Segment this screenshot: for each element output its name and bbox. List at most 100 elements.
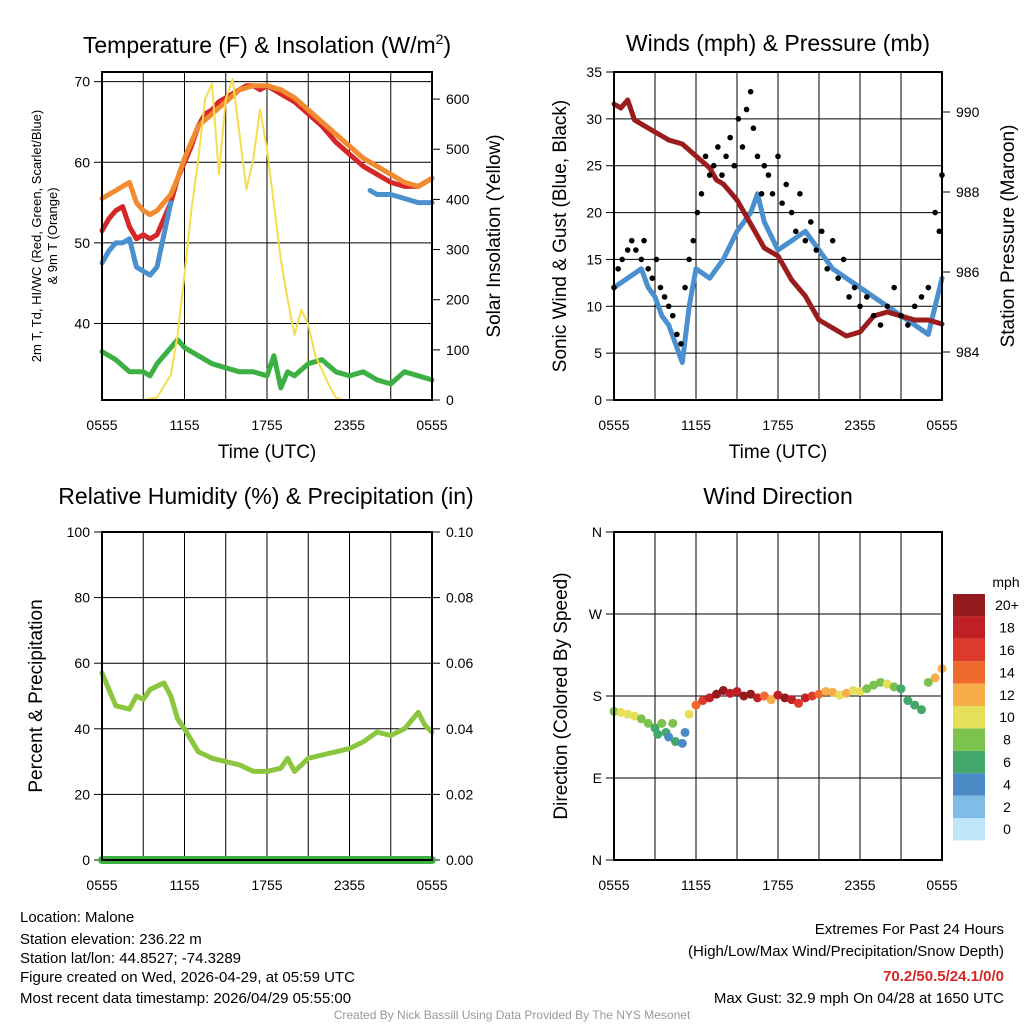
plot-frame [101,71,433,401]
y-right-tick-label: 500 [446,141,470,157]
gust-point [905,322,911,328]
direction-point [677,738,687,748]
y-tick-label: 35 [586,64,602,80]
temp-y-label-1: 2m T, Td, HI/WC (Red, Green, Scarlet/Blu… [29,110,44,362]
series-line-2m-td [99,337,435,391]
direction-point [680,727,690,737]
direction-point [664,732,674,742]
x-tick-label: 0555 [86,877,117,893]
direction-point [718,686,728,696]
x-tick-label: 0555 [598,877,629,893]
direction-point [780,693,790,703]
series-line-hi-wc-late- [367,188,435,206]
gust-point [747,88,754,95]
gust-point [694,209,701,216]
y-tick-label: 40 [74,315,90,331]
x-tick-label: 1155 [681,877,711,893]
gust-point [674,331,680,338]
gust-point [792,228,799,235]
colorbar-label: 18 [999,620,1015,636]
series-line-sonic-wind [611,191,945,365]
y-right-tick-label: 0.10 [446,524,473,540]
speed-colorbar: mph 0 2 4 6 8 10 12 14 16 18 20+ [953,574,1020,841]
gust-point [775,153,781,160]
direction-point [643,718,653,728]
gust-point [727,134,733,141]
gust-point [682,284,688,291]
direction-point [732,686,742,696]
gust-point [750,125,757,132]
gust-point [731,162,738,169]
y-tick-label: 5 [594,345,602,361]
extremes-title: Extremes For Past 24 Hours [815,921,1004,938]
y-tick-label: 40 [74,721,90,737]
wind-y-label: Sonic Wind & Gust (Blue, Black) [550,100,571,372]
y-tick-label: 10 [586,298,602,314]
colorbar-swatch [953,706,985,729]
colorbar-label: 2 [1003,799,1011,815]
x-tick-label: 2355 [334,417,365,433]
direction-point [848,686,858,696]
gust-point [857,303,863,310]
direction-point [910,700,920,710]
direction-point [869,680,879,690]
direction-panel: 0555 1155 1755 2355 0555 N E S W N [589,524,958,893]
direction-point [753,693,762,703]
gust-point [739,144,746,150]
x-tick-label: 1155 [681,417,711,433]
direction-point [917,705,926,715]
direction-y-label: Direction (Colored By Speed) [551,572,572,819]
y-tick-label: 15 [586,251,602,267]
colorbar-swatch [953,683,985,706]
colorbar-label: 0 [1003,821,1011,837]
colorbar-swatch [953,661,985,684]
y-right-tick-label: 984 [956,344,980,360]
gust-point [779,200,785,206]
gust-point [628,237,635,244]
y-tick-label: 80 [74,590,90,606]
gust-point [686,256,692,263]
y-right-tick-label: 0.04 [446,721,473,737]
colorbar-swatch [953,773,985,796]
colorbar-swatch [953,616,985,639]
temperature-panel: 0555 1155 1755 2355 0555 40 50 60 70 0 100 200 300 40… [74,71,470,433]
series-line-relative-humidity [99,670,435,774]
gust-point [669,312,676,319]
gust-point [877,322,884,328]
gust-point [846,294,852,300]
direction-panel-title: Wind Direction [703,483,853,509]
gust-point [925,284,932,291]
humidity-panel: 0555 1155 1755 2355 0555 0 20 40 60 80 100 0.00 0.02… [67,524,474,893]
direction-point [828,687,838,697]
gust-point [645,266,651,272]
plot-frame [613,531,943,861]
gust-point [835,275,841,281]
direction-point [766,695,776,705]
y-tick-label: 50 [74,235,90,251]
y-right-tick-label: 0.08 [446,590,473,606]
x-tick-label: 0555 [926,877,957,893]
direction-point [759,691,769,701]
gust-point [735,116,742,122]
gust-point [678,340,684,347]
y-right-tick-label: 0.02 [446,786,473,802]
direction-point [821,686,831,696]
temp-y-right-label: Solar Insolation (Yellow) [484,134,505,337]
direction-point [636,714,646,724]
direction-point [630,711,639,721]
series-line-9m-t [99,83,435,218]
x-tick-label: 1755 [251,877,282,893]
gust-point [698,191,705,197]
y-right-tick-label: 0 [446,392,454,408]
direction-point [616,707,626,717]
gust-point [765,172,772,178]
y-right-tick-label: 100 [446,342,470,358]
y-tick-label: W [589,606,603,622]
plot-frame [101,531,433,861]
direction-point [691,700,701,710]
gust-point [870,312,877,319]
plot-frame [613,71,943,401]
x-tick-label: 0555 [86,417,117,433]
colorbar-label: 14 [999,664,1015,680]
